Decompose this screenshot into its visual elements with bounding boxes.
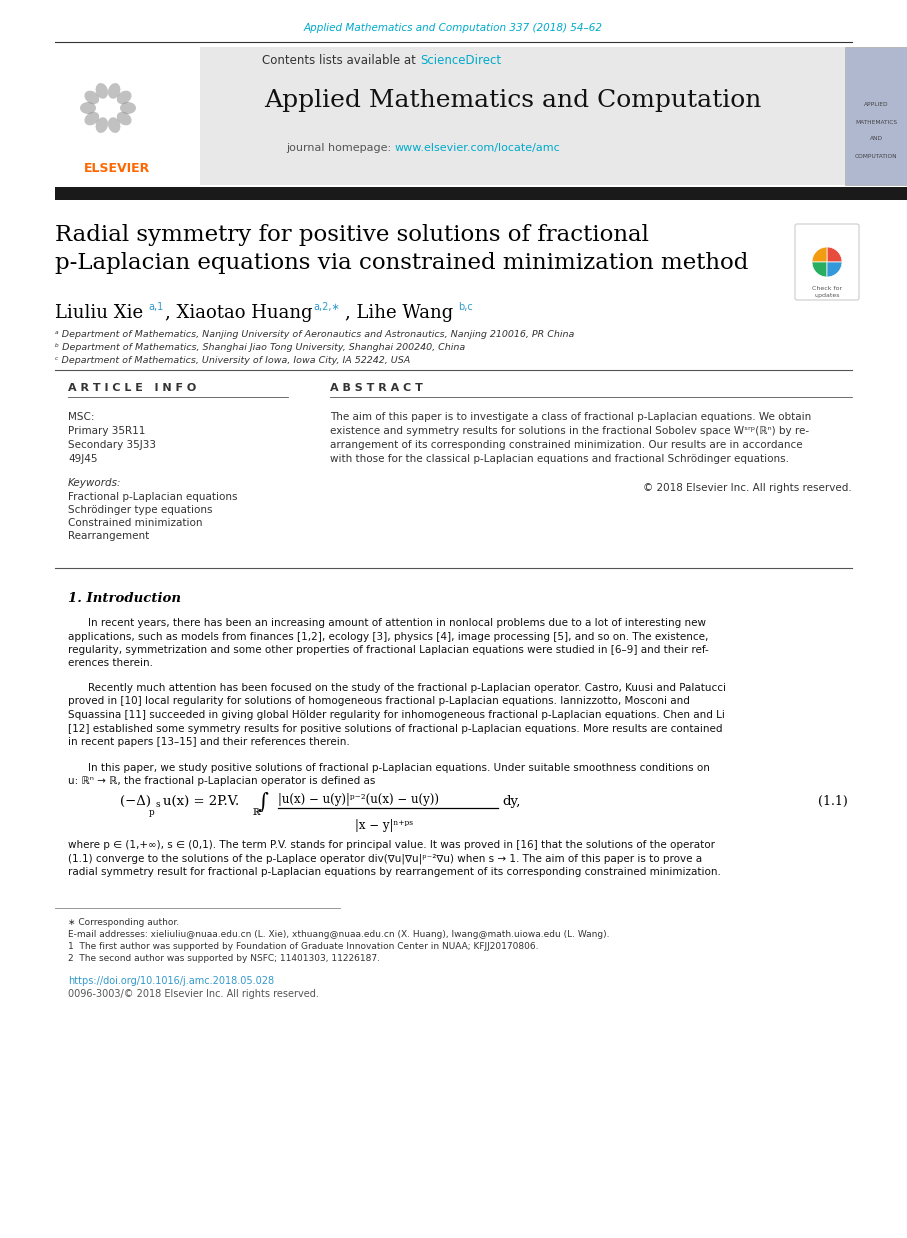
Ellipse shape — [80, 102, 96, 114]
Text: 2  The second author was supported by NSFC; 11401303, 11226187.: 2 The second author was supported by NSF… — [68, 954, 380, 963]
Text: updates: updates — [814, 293, 840, 298]
Wedge shape — [812, 248, 827, 262]
Text: Keywords:: Keywords: — [68, 478, 122, 488]
Text: E-mail addresses: xieliuliu@nuaa.edu.cn (L. Xie), xthuang@nuaa.edu.cn (X. Huang): E-mail addresses: xieliuliu@nuaa.edu.cn … — [68, 930, 610, 938]
Text: Radial symmetry for positive solutions of fractional: Radial symmetry for positive solutions o… — [55, 224, 649, 246]
Ellipse shape — [84, 90, 99, 104]
Text: with those for the classical p-Laplacian equations and fractional Schrödinger eq: with those for the classical p-Laplacian… — [330, 454, 789, 464]
Text: Contents lists available at: Contents lists available at — [262, 53, 420, 67]
Text: b,c: b,c — [458, 302, 473, 312]
Text: p: p — [149, 808, 155, 817]
Text: journal homepage:: journal homepage: — [287, 144, 395, 154]
Text: AND: AND — [870, 136, 883, 141]
Text: |x − y|ⁿ⁺ᵖˢ: |x − y|ⁿ⁺ᵖˢ — [355, 820, 414, 832]
Text: regularity, symmetrization and some other properties of fractional Laplacian equ: regularity, symmetrization and some othe… — [68, 645, 708, 655]
Ellipse shape — [95, 118, 108, 132]
Ellipse shape — [108, 83, 121, 99]
Text: 1  The first author was supported by Foundation of Graduate Innovation Center in: 1 The first author was supported by Foun… — [68, 942, 539, 951]
Text: ᵇ Department of Mathematics, Shanghai Jiao Tong University, Shanghai 200240, Chi: ᵇ Department of Mathematics, Shanghai Ji… — [55, 343, 465, 352]
Wedge shape — [827, 262, 842, 277]
Text: A R T I C L E   I N F O: A R T I C L E I N F O — [68, 383, 196, 392]
Text: 0096-3003/© 2018 Elsevier Inc. All rights reserved.: 0096-3003/© 2018 Elsevier Inc. All right… — [68, 989, 319, 999]
Text: Fractional p-Laplacian equations: Fractional p-Laplacian equations — [68, 491, 238, 501]
Text: a,1: a,1 — [148, 302, 163, 312]
Text: applications, such as models from finances [1,2], ecology [3], physics [4], imag: applications, such as models from financ… — [68, 631, 708, 641]
Text: p-Laplacian equations via constrained minimization method: p-Laplacian equations via constrained mi… — [55, 253, 748, 274]
Ellipse shape — [108, 118, 121, 132]
Wedge shape — [812, 262, 827, 277]
Text: www.elsevier.com/locate/amc: www.elsevier.com/locate/amc — [395, 144, 561, 154]
Text: proved in [10] local regularity for solutions of homogeneous fractional p-Laplac: proved in [10] local regularity for solu… — [68, 697, 690, 707]
Text: arrangement of its corresponding constrained minimization. Our results are in ac: arrangement of its corresponding constra… — [330, 439, 803, 449]
Text: Constrained minimization: Constrained minimization — [68, 517, 202, 527]
FancyBboxPatch shape — [55, 47, 200, 184]
Text: s: s — [155, 800, 160, 808]
Text: MATHEMATICS: MATHEMATICS — [855, 120, 897, 125]
Text: radial symmetry result for fractional p-Laplacian equations by rearrangement of : radial symmetry result for fractional p-… — [68, 867, 721, 877]
Text: existence and symmetry results for solutions in the fractional Sobolev space Wˢʳ: existence and symmetry results for solut… — [330, 426, 809, 436]
Text: Check for: Check for — [812, 286, 842, 291]
Text: A B S T R A C T: A B S T R A C T — [330, 383, 423, 392]
Text: COMPUTATION: COMPUTATION — [854, 154, 897, 158]
Text: 1. Introduction: 1. Introduction — [68, 592, 181, 605]
FancyBboxPatch shape — [795, 224, 859, 300]
Text: ℝⁿ: ℝⁿ — [253, 808, 264, 817]
Text: In this paper, we study positive solutions of fractional p-Laplacian equations. : In this paper, we study positive solutio… — [88, 763, 710, 773]
Text: MSC:: MSC: — [68, 412, 94, 422]
Text: Recently much attention has been focused on the study of the fractional p-Laplac: Recently much attention has been focused… — [88, 683, 726, 693]
Text: Applied Mathematics and Computation: Applied Mathematics and Computation — [264, 88, 762, 111]
Text: u: ℝⁿ → ℝ, the fractional p-Laplacian operator is defined as: u: ℝⁿ → ℝ, the fractional p-Laplacian op… — [68, 776, 375, 786]
Text: (1.1) converge to the solutions of the p-Laplace operator div(∇u|∇u|ᵖ⁻²∇u) when : (1.1) converge to the solutions of the p… — [68, 853, 702, 864]
Ellipse shape — [95, 83, 108, 99]
Text: , Lihe Wang: , Lihe Wang — [345, 305, 454, 322]
FancyBboxPatch shape — [845, 47, 907, 184]
Text: Rearrangement: Rearrangement — [68, 531, 150, 541]
Text: a,2,∗: a,2,∗ — [313, 302, 339, 312]
Text: ScienceDirect: ScienceDirect — [420, 53, 502, 67]
Text: erences therein.: erences therein. — [68, 659, 153, 669]
Text: © 2018 Elsevier Inc. All rights reserved.: © 2018 Elsevier Inc. All rights reserved… — [643, 483, 852, 493]
Text: where p ∈ (1,+∞), s ∈ (0,1). The term P.V. stands for principal value. It was pr: where p ∈ (1,+∞), s ∈ (0,1). The term P.… — [68, 841, 715, 851]
Text: (1.1): (1.1) — [818, 795, 848, 808]
Text: The aim of this paper is to investigate a class of fractional p-Laplacian equati: The aim of this paper is to investigate … — [330, 412, 811, 422]
Ellipse shape — [120, 102, 136, 114]
Text: https://doi.org/10.1016/j.amc.2018.05.028: https://doi.org/10.1016/j.amc.2018.05.02… — [68, 976, 274, 985]
Text: ∫: ∫ — [258, 792, 268, 812]
Text: |u(x) − u(y)|ᵖ⁻²(u(x) − u(y)): |u(x) − u(y)|ᵖ⁻²(u(x) − u(y)) — [278, 794, 439, 806]
Text: Squassina [11] succeeded in giving global Hölder regularity for inhomogeneous fr: Squassina [11] succeeded in giving globa… — [68, 711, 725, 721]
Text: in recent papers [13–15] and their references therein.: in recent papers [13–15] and their refer… — [68, 737, 350, 747]
Text: Liuliu Xie: Liuliu Xie — [55, 305, 143, 322]
Ellipse shape — [117, 90, 132, 104]
Text: 49J45: 49J45 — [68, 454, 97, 464]
Ellipse shape — [117, 111, 132, 125]
Ellipse shape — [84, 111, 99, 125]
Text: Schrödinger type equations: Schrödinger type equations — [68, 505, 212, 515]
Text: ᵃ Department of Mathematics, Nanjing University of Aeronautics and Astronautics,: ᵃ Department of Mathematics, Nanjing Uni… — [55, 331, 574, 339]
Wedge shape — [827, 248, 842, 262]
Text: (−Δ): (−Δ) — [120, 795, 151, 808]
Text: ∗ Corresponding author.: ∗ Corresponding author. — [68, 919, 179, 927]
Text: [12] established some symmetry results for positive solutions of fractional p-La: [12] established some symmetry results f… — [68, 723, 723, 733]
Text: Primary 35R11: Primary 35R11 — [68, 426, 145, 436]
FancyBboxPatch shape — [200, 47, 845, 184]
Text: Applied Mathematics and Computation 337 (2018) 54–62: Applied Mathematics and Computation 337 … — [304, 24, 602, 33]
Text: u(x) = 2P.V.: u(x) = 2P.V. — [163, 795, 239, 808]
Text: APPLIED: APPLIED — [863, 103, 888, 108]
Text: ELSEVIER: ELSEVIER — [84, 161, 151, 175]
FancyBboxPatch shape — [55, 187, 907, 201]
Text: In recent years, there has been an increasing amount of attention in nonlocal pr: In recent years, there has been an incre… — [88, 618, 706, 628]
Text: , Xiaotao Huang: , Xiaotao Huang — [165, 305, 313, 322]
Text: dy,: dy, — [502, 795, 521, 808]
Text: ᶜ Department of Mathematics, University of Iowa, Iowa City, IA 52242, USA: ᶜ Department of Mathematics, University … — [55, 357, 410, 365]
Text: Secondary 35J33: Secondary 35J33 — [68, 439, 156, 449]
